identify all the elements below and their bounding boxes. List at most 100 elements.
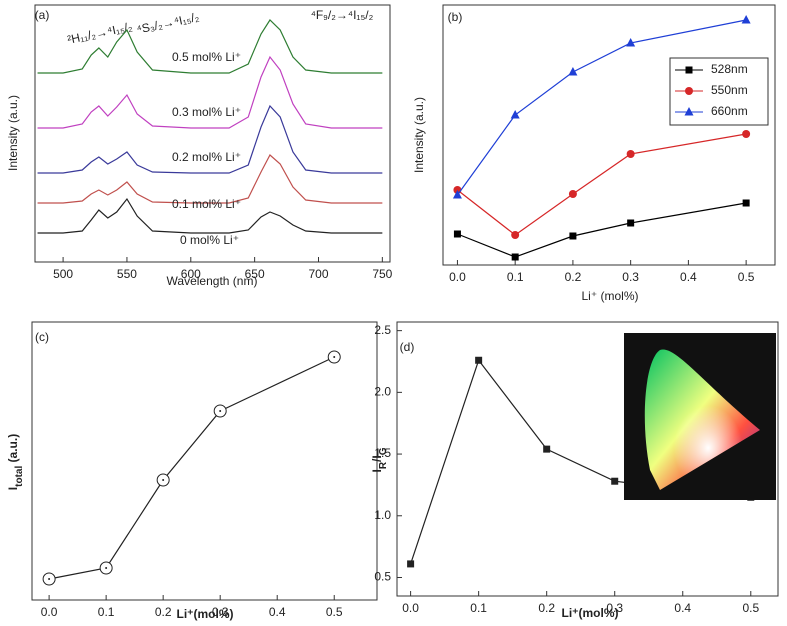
marker xyxy=(327,350,341,364)
marker xyxy=(627,219,635,227)
x-tick-label: 0.3 xyxy=(622,270,639,284)
y-tick-label: 2.0 xyxy=(374,385,391,399)
y-axis-label: Itotal (a.u.) xyxy=(6,434,25,490)
series-line xyxy=(457,202,747,258)
y-axis-label-part: total xyxy=(14,466,25,487)
series-line xyxy=(37,197,383,234)
x-tick-label: 0.0 xyxy=(449,270,466,284)
x-tick-label: 0.0 xyxy=(402,601,419,615)
y-axis-label-part: I xyxy=(6,487,20,490)
y-axis-label-part: /I xyxy=(370,455,384,462)
legend-label: 528nm xyxy=(711,62,748,76)
y-axis-label: Intensity (a.u.) xyxy=(6,95,20,171)
marker-dot xyxy=(48,578,51,580)
annotation: ⁴S₃/₂→⁴I₁₅/₂ xyxy=(135,10,200,37)
legend-label: 550nm xyxy=(711,83,748,97)
x-tick-label: 0.4 xyxy=(674,601,691,615)
x-tick-label: 0.5 xyxy=(742,601,759,615)
x-tick-label: 500 xyxy=(53,267,73,281)
x-tick-label: 0.2 xyxy=(155,605,172,619)
marker xyxy=(742,130,751,138)
legend-label: 660nm xyxy=(711,104,748,118)
y-axis-label: IR/IG xyxy=(370,447,389,472)
marker xyxy=(511,231,520,239)
panel-label: (d) xyxy=(400,340,415,354)
series-line xyxy=(457,133,747,236)
x-axis-label: Li⁺(mol%) xyxy=(177,607,234,621)
y-tick-label: 0.5 xyxy=(374,570,391,584)
marker xyxy=(569,232,577,240)
marker xyxy=(742,199,750,207)
x-tick-label: 750 xyxy=(372,267,392,281)
marker xyxy=(685,66,693,74)
marker xyxy=(510,110,520,119)
series-label: 0.1 mol% Li⁺ xyxy=(172,197,241,211)
panel-label: (c) xyxy=(35,330,49,344)
plot-frame xyxy=(31,321,378,601)
panel-label: (a) xyxy=(35,8,50,22)
marker xyxy=(475,356,483,364)
y-axis-label-part: R xyxy=(378,461,389,469)
marker xyxy=(156,473,170,487)
series-label: 0.3 mol% Li⁺ xyxy=(172,105,241,119)
annotation: ⁴F₉/₂→⁴I₁₅/₂ xyxy=(311,8,374,22)
x-tick-label: 0.0 xyxy=(41,605,58,619)
marker xyxy=(99,561,113,575)
series-line xyxy=(37,104,383,174)
x-tick-label: 600 xyxy=(181,267,201,281)
x-tick-label: 0.5 xyxy=(738,270,755,284)
marker xyxy=(568,67,578,76)
y-tick-label: 1.5 xyxy=(374,446,391,460)
series-label: 0.5 mol% Li⁺ xyxy=(172,50,241,64)
x-tick-label: 0.5 xyxy=(326,605,343,619)
x-axis-label: Li⁺(mol%) xyxy=(562,606,619,620)
y-axis-label-part: (a.u.) xyxy=(6,434,20,466)
cie-inset xyxy=(624,333,776,500)
x-tick-label: 0.4 xyxy=(680,270,697,284)
series-line xyxy=(37,55,383,129)
series-label: 0.2 mol% Li⁺ xyxy=(172,150,241,164)
marker xyxy=(626,38,636,47)
marker xyxy=(684,107,694,116)
y-axis-label-part: G xyxy=(378,447,389,455)
x-tick-label: 0.3 xyxy=(212,605,229,619)
y-tick-label: 2.5 xyxy=(374,323,391,337)
x-tick-label: 0.1 xyxy=(98,605,115,619)
x-axis-label: Wavelength (nm) xyxy=(167,274,258,288)
marker xyxy=(407,560,415,568)
plot-frame xyxy=(442,4,776,266)
x-axis-label: Li⁺ (mol%) xyxy=(581,289,638,303)
inset-white xyxy=(644,349,760,490)
plot-frame xyxy=(34,4,391,263)
series-line xyxy=(48,356,335,580)
y-axis-label-part: I xyxy=(370,469,384,472)
marker xyxy=(568,190,577,198)
marker xyxy=(626,150,635,158)
x-tick-label: 700 xyxy=(308,267,328,281)
panel-label: (b) xyxy=(448,10,463,24)
x-tick-label: 0.1 xyxy=(470,601,487,615)
marker-dot xyxy=(105,567,108,569)
marker-dot xyxy=(219,410,222,412)
marker xyxy=(213,404,227,418)
y-axis-label: Intensity (a.u.) xyxy=(412,97,426,173)
x-tick-label: 0.2 xyxy=(538,601,555,615)
marker xyxy=(452,190,462,199)
y-tick-label: 1.0 xyxy=(374,508,391,522)
marker xyxy=(42,572,56,586)
x-tick-label: 0.2 xyxy=(565,270,582,284)
plot-frame xyxy=(396,321,779,597)
marker xyxy=(611,477,619,485)
marker xyxy=(741,15,751,24)
marker xyxy=(511,253,519,261)
series-label: 0 mol% Li⁺ xyxy=(180,233,239,247)
marker-dot xyxy=(333,356,336,358)
x-tick-label: 0.4 xyxy=(269,605,286,619)
marker-dot xyxy=(162,479,165,481)
x-tick-label: 0.3 xyxy=(606,601,623,615)
marker xyxy=(453,230,461,238)
x-tick-label: 550 xyxy=(117,267,137,281)
x-tick-label: 0.1 xyxy=(507,270,524,284)
series-line xyxy=(37,154,383,204)
